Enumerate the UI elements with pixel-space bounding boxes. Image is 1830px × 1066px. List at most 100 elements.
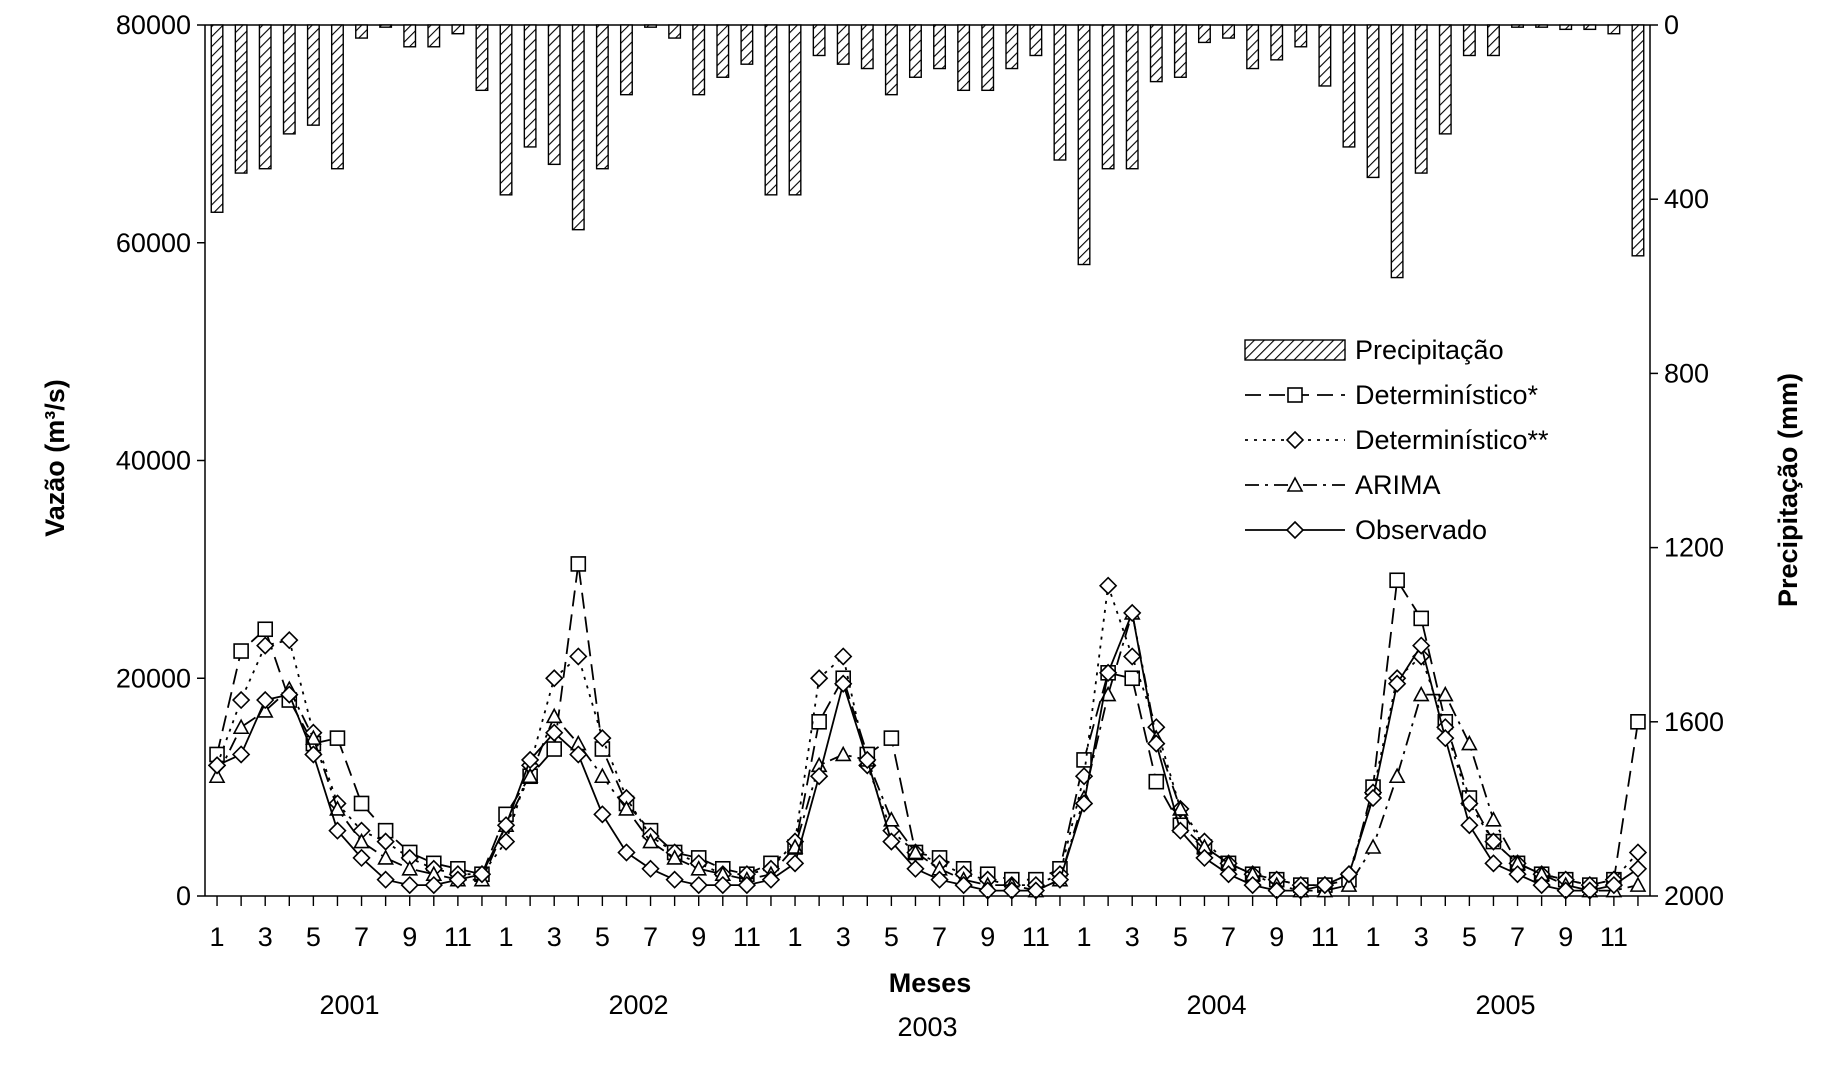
data-point (352, 848, 371, 868)
plot-frame (204, 24, 1651, 897)
x-tick-label: 7 (354, 922, 369, 952)
data-point (1171, 821, 1190, 840)
precipitation-bar (1053, 24, 1067, 161)
precipitation-bar (1631, 24, 1645, 257)
data-point (329, 730, 346, 746)
data-point (1219, 865, 1238, 884)
data-point (208, 767, 226, 784)
precipitation-bar (451, 24, 465, 35)
x-tick-label: 1 (1077, 922, 1092, 952)
legend-label: Observado (1355, 515, 1487, 545)
data-point (1508, 865, 1527, 884)
precipitation-bar (234, 24, 248, 174)
data-point (1436, 685, 1454, 702)
data-point (617, 843, 636, 862)
precipitation-bar (981, 24, 995, 92)
data-point (400, 875, 419, 895)
x-tick-label: 11 (444, 922, 472, 952)
data-point (1461, 734, 1478, 751)
data-point (1050, 870, 1070, 889)
data-point (665, 870, 684, 889)
data-point (448, 870, 468, 889)
precipitation-bar (547, 24, 561, 166)
x-tick-label: 1 (210, 922, 225, 952)
data-point (713, 875, 732, 895)
legend-label: Determinístico** (1355, 425, 1549, 455)
data-point (377, 849, 394, 865)
legend-marker (1285, 430, 1305, 450)
data-point (1098, 663, 1118, 682)
precipitation-bar (1005, 24, 1019, 70)
precipitation-bars (210, 24, 1645, 279)
series-deterministico (209, 556, 1646, 893)
precipitation-bar (306, 24, 320, 126)
precipitation-bar (571, 24, 585, 231)
data-point (1413, 610, 1430, 627)
precipitation-bar (1077, 24, 1091, 266)
data-point (811, 713, 827, 730)
x-tick-label: 5 (595, 922, 610, 952)
legend-item: ARIMA (1245, 470, 1441, 500)
data-point (1412, 685, 1430, 702)
year-label: 2003 (897, 1012, 957, 1042)
data-point (1340, 876, 1358, 892)
data-point (401, 860, 419, 876)
data-point (256, 690, 275, 710)
precipitation-bar (1173, 24, 1187, 78)
data-point (1315, 875, 1335, 895)
data-point (545, 707, 563, 724)
data-point (1098, 576, 1118, 595)
x-tick-label: 7 (643, 922, 658, 952)
legend-marker (1285, 520, 1305, 540)
x-tick-label: 5 (306, 922, 321, 952)
y2-tick-label: 1200 (1664, 533, 1724, 563)
x-tick-label: 3 (1414, 922, 1429, 952)
precipitation-bar (644, 24, 658, 28)
data-point (1123, 603, 1142, 623)
data-point (1388, 767, 1406, 784)
x-tick-label: 7 (932, 922, 947, 952)
data-point (642, 832, 659, 849)
legend-item: Observado (1245, 515, 1487, 545)
precipitation-bar (692, 24, 706, 96)
precipitation-bar (330, 24, 344, 170)
y-tick-label: 40000 (116, 446, 191, 476)
precipitation-bar (403, 24, 417, 48)
data-point (593, 728, 612, 748)
precipitation-bar (860, 24, 874, 70)
precipitation-bar (1462, 24, 1476, 57)
y2-tick-label: 0 (1664, 10, 1679, 40)
data-point (1339, 865, 1359, 884)
data-point (785, 854, 805, 873)
year-label: 2002 (608, 990, 668, 1020)
precipitation-bar (1366, 24, 1380, 179)
y2-tick-label: 400 (1664, 184, 1709, 214)
precipitation-bar (523, 24, 537, 148)
data-point (954, 875, 973, 895)
precipitation-bar (668, 24, 682, 39)
precipitation-bar (1607, 24, 1621, 35)
data-point (1148, 773, 1165, 790)
data-point (570, 556, 587, 572)
precipitation-bar (1390, 24, 1404, 279)
data-point (761, 870, 781, 889)
data-point (858, 750, 877, 770)
legend: Precipitação Determinístico* Determinístic… (1244, 335, 1549, 545)
data-point (1389, 572, 1405, 589)
legend-marker (1287, 387, 1303, 403)
data-point (1243, 875, 1262, 895)
legend-marker (1286, 476, 1304, 492)
data-point (1460, 816, 1479, 835)
x-tick-label: 7 (1221, 922, 1236, 952)
precipitation-bar (1486, 24, 1500, 57)
x-tick-label: 5 (1462, 922, 1477, 952)
precipitation-bar (1149, 24, 1163, 83)
data-point (1195, 848, 1214, 868)
y2-axis-title: Precipitação (mm) (1773, 373, 1803, 607)
precipitation-bar (1342, 24, 1356, 148)
precipitation-bar (282, 24, 296, 135)
data-point (907, 843, 924, 860)
x-tick-label: 11 (1022, 922, 1050, 952)
data-point (376, 870, 395, 889)
precipitation-bar (427, 24, 441, 48)
